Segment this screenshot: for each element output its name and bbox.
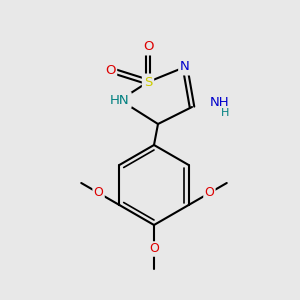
Text: O: O (105, 64, 115, 76)
Text: O: O (143, 40, 153, 53)
Text: N: N (180, 61, 190, 74)
Text: NH: NH (210, 97, 230, 110)
Text: H: H (221, 108, 229, 118)
Text: O: O (149, 242, 159, 256)
Text: HN: HN (110, 94, 130, 106)
Text: S: S (144, 76, 152, 88)
Text: O: O (94, 187, 103, 200)
Text: O: O (205, 187, 214, 200)
